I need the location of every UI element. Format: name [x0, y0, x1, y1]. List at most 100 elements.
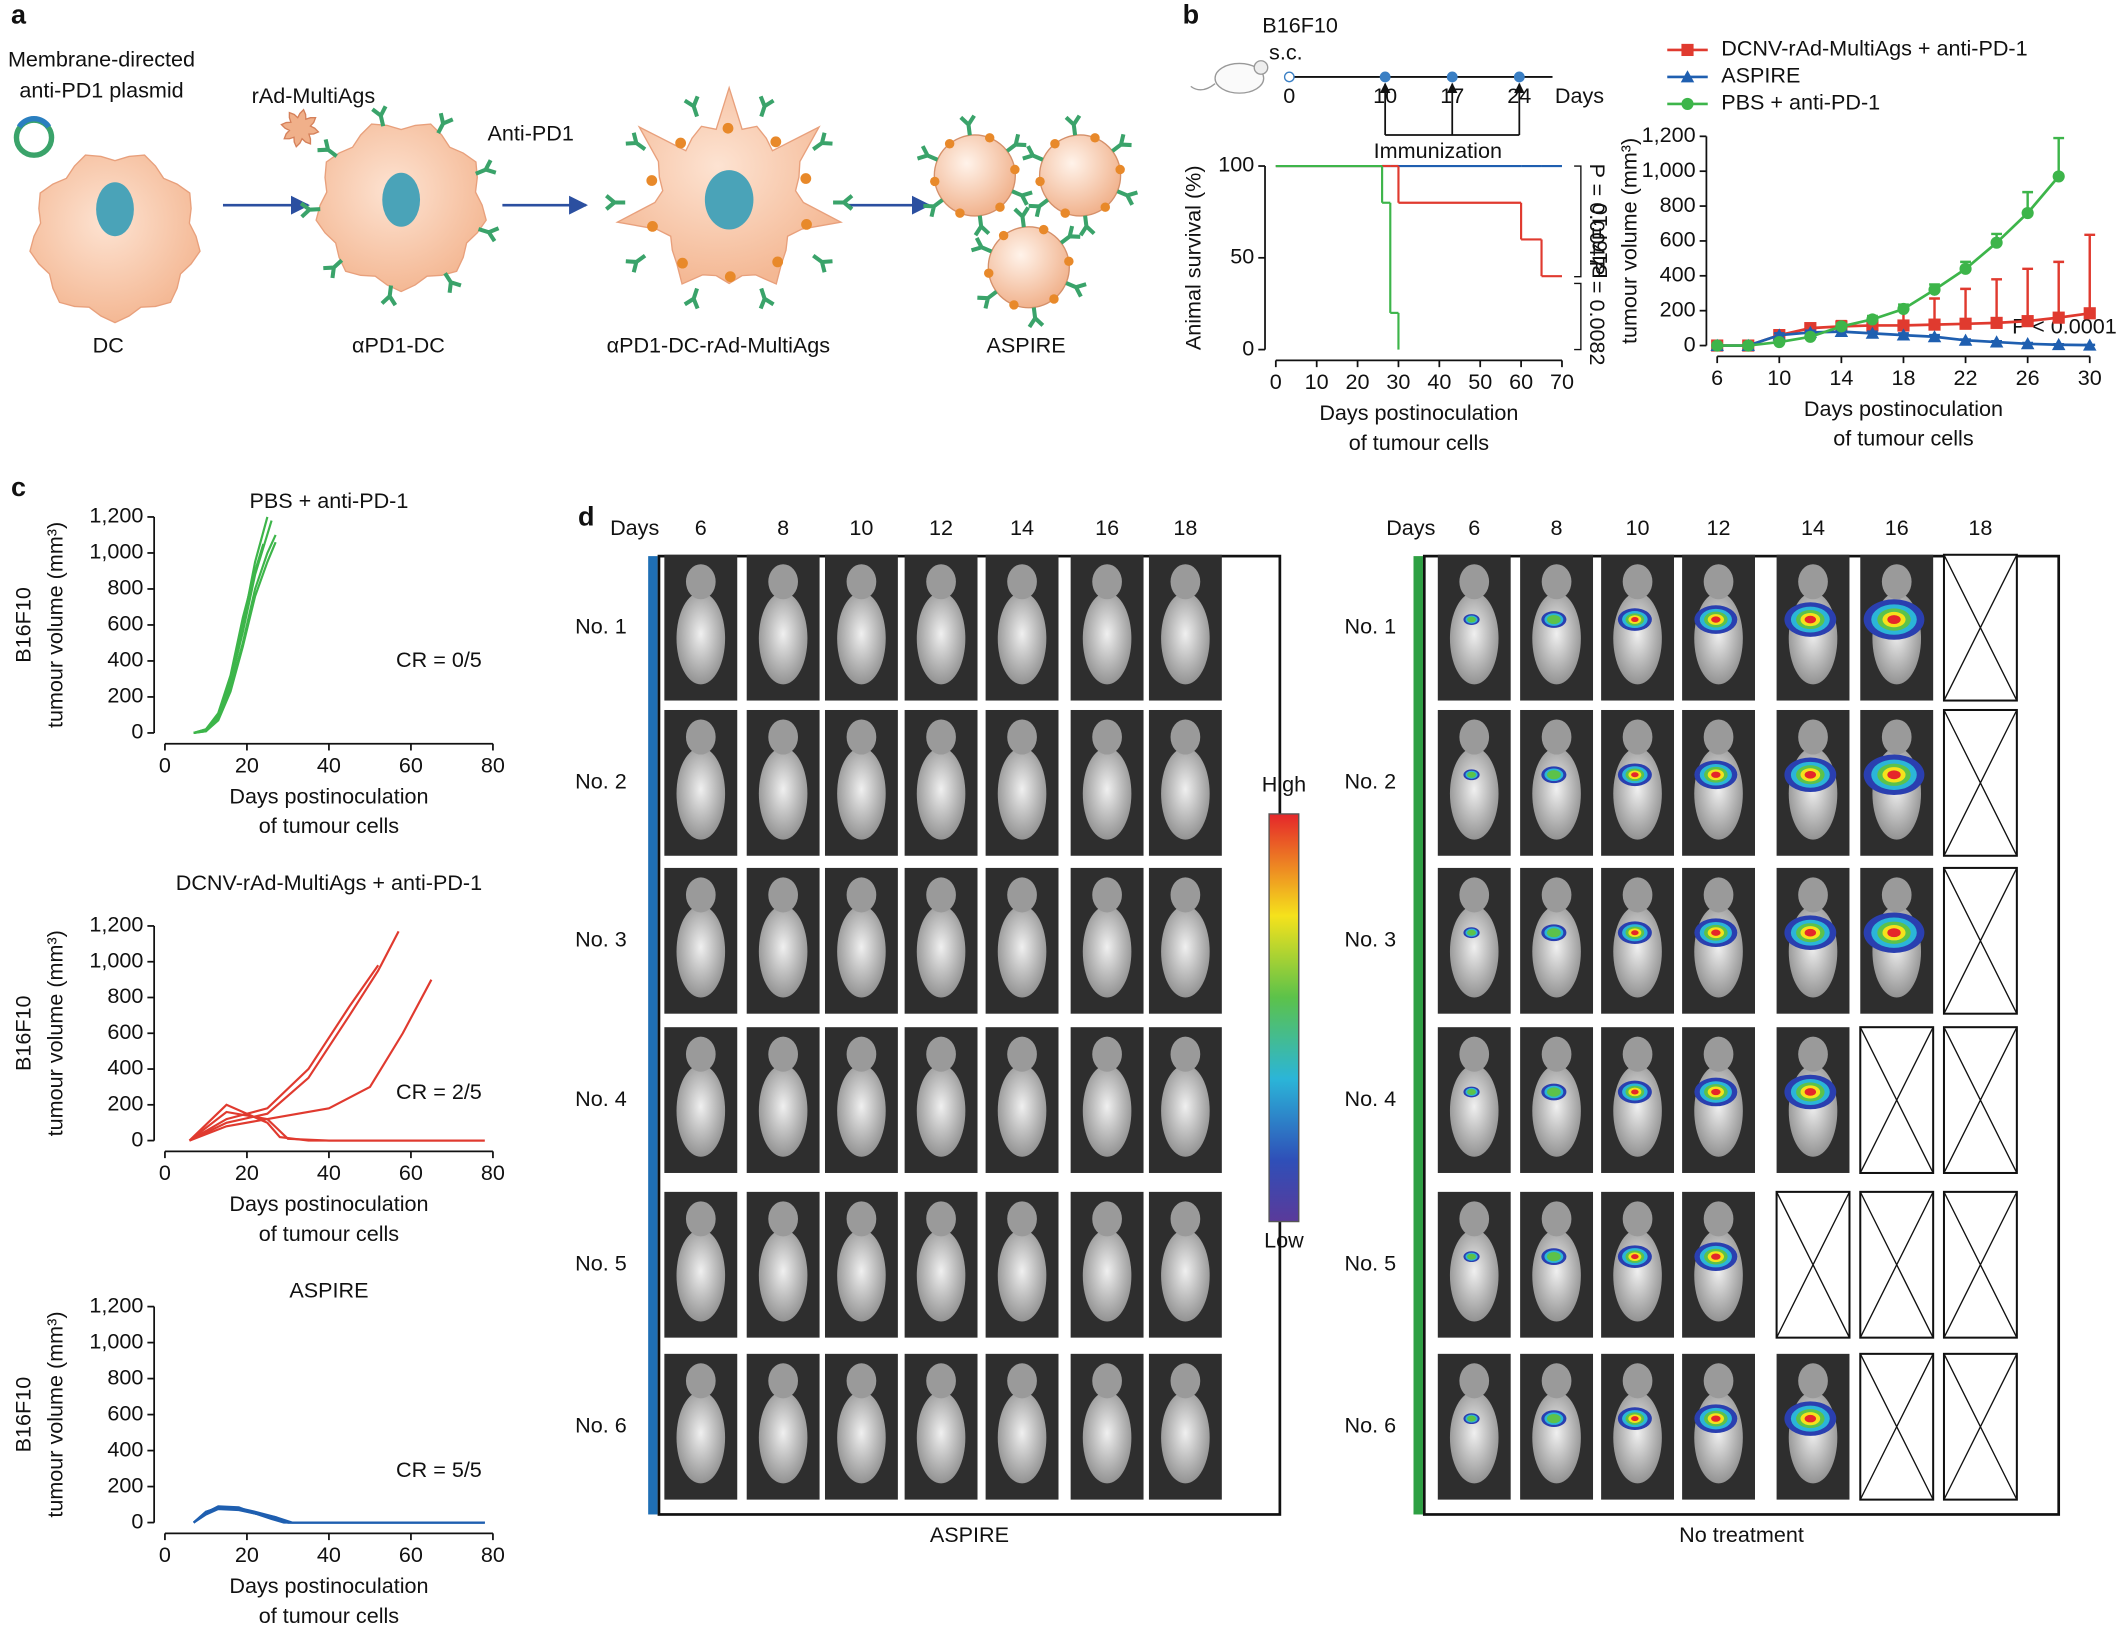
missing-cross	[1775, 1191, 1851, 1338]
mouse-body	[1532, 905, 1581, 998]
marker	[1711, 339, 1724, 352]
mouse-body	[1161, 592, 1210, 685]
series-line	[188, 964, 380, 1142]
signal	[1804, 770, 1817, 779]
signal	[1887, 928, 1901, 938]
antigen	[1009, 300, 1019, 310]
antigen	[955, 208, 965, 218]
mouse-head	[1170, 1036, 1201, 1072]
mouse-head	[1007, 1363, 1037, 1399]
marker	[2082, 338, 2097, 351]
y-axis-label: tumour volume (mm³)	[1617, 138, 1642, 344]
series-line	[193, 516, 269, 734]
series-line	[1717, 175, 2060, 347]
x-tick-label: 60	[1509, 369, 1533, 394]
mouse-head	[1007, 877, 1037, 913]
marker	[1897, 319, 1910, 332]
mouse-head	[1007, 564, 1037, 600]
antibody	[977, 290, 998, 309]
stage-label: ASPIRE	[987, 333, 1066, 358]
mouse-body	[1532, 592, 1581, 685]
marker	[1928, 283, 1941, 296]
x-tick-label: 80	[481, 1160, 505, 1185]
nucleus	[96, 182, 134, 237]
timeline-point	[1513, 71, 1525, 83]
marker	[1681, 97, 1694, 111]
series-line	[189, 930, 400, 1142]
mouse-body	[1532, 1229, 1581, 1322]
mouse-head	[1703, 719, 1734, 755]
antigen	[724, 271, 736, 283]
mouse-body	[1082, 905, 1132, 998]
y-tick-label: 0	[131, 1126, 143, 1151]
mouse-body	[997, 592, 1047, 685]
y-tick-label: 400	[107, 1436, 143, 1461]
x-tick-label: 20	[235, 1542, 259, 1567]
mouse-body	[997, 1064, 1047, 1157]
y-tick-label: 1,000	[1642, 157, 1696, 182]
x-tick-label: 20	[1346, 369, 1370, 394]
mouse-head	[1092, 1363, 1122, 1399]
timeline-point	[1446, 71, 1458, 83]
antigen	[1090, 133, 1100, 143]
antigen	[930, 176, 940, 187]
chart: 0 200 400 600 800 1,000 1,200 0 20 40 60 80 B16F10 tu…	[10, 488, 505, 838]
mouse-head	[1092, 877, 1122, 913]
antigen	[984, 133, 995, 143]
mouse-head	[1092, 1036, 1122, 1072]
signal	[1711, 616, 1721, 623]
mouse-head	[768, 719, 798, 755]
signal	[1631, 772, 1639, 778]
mouse-body	[1082, 1064, 1132, 1157]
antigen	[1064, 256, 1074, 267]
y-tick-label: 0	[1242, 335, 1254, 360]
bracket	[1574, 165, 1582, 351]
day-label: 10	[1626, 515, 1650, 540]
mouse-head	[1881, 564, 1912, 600]
y-tick-label: 600	[107, 1400, 143, 1425]
marker	[2020, 337, 2035, 350]
mouse-head	[926, 1363, 956, 1399]
antibody	[477, 226, 500, 243]
chart: 0 200 400 600 800 1,000 1,200 6 10 14 18 22 26 30 B16F…	[1587, 36, 2117, 451]
antibody	[1116, 189, 1139, 206]
mouse-body	[916, 592, 966, 685]
antigen	[722, 122, 734, 134]
mouse-label: No. 2	[575, 769, 627, 794]
mouse-body	[1161, 905, 1210, 998]
day-label: 18	[1968, 515, 1992, 540]
marker	[1742, 339, 1755, 352]
mouse-head	[685, 1363, 716, 1399]
marker	[2021, 206, 2034, 220]
marker	[1897, 302, 1910, 316]
signal	[1887, 615, 1901, 625]
vesicle	[933, 134, 1016, 217]
mouse-body	[676, 592, 726, 685]
mouse-icon	[1190, 60, 1269, 94]
vesicle	[1038, 134, 1122, 217]
imaging: Days 6 8 10 12 14 16 18 ASPIRE No. 1 No. 2 No. 3 No.…	[575, 515, 2061, 1547]
series-line	[193, 543, 265, 734]
antigen	[1115, 164, 1125, 175]
signal	[1546, 614, 1561, 625]
x-tick-label: 20	[235, 752, 259, 777]
mouse-head	[1622, 564, 1653, 600]
mouse-head	[846, 877, 877, 913]
annotation: P = 0.0047	[1585, 164, 1610, 269]
panel-label: b	[1183, 0, 1199, 29]
mouse-body	[997, 905, 1047, 998]
antibody	[1059, 225, 1081, 245]
mouse-head	[1881, 719, 1912, 755]
mouse-head	[1798, 564, 1828, 600]
marker	[1990, 236, 2003, 249]
day-label: 8	[1551, 515, 1563, 540]
mouse-head	[1703, 1201, 1734, 1237]
mouse-label: No. 6	[575, 1412, 627, 1437]
mouse-label: No. 1	[575, 613, 627, 638]
mouse-body	[1613, 1064, 1662, 1157]
signal	[1711, 771, 1721, 778]
mouse-body	[1613, 1391, 1662, 1484]
y-tick-label: 400	[1660, 262, 1696, 287]
marker	[1681, 43, 1694, 57]
mouse-body	[916, 905, 966, 998]
